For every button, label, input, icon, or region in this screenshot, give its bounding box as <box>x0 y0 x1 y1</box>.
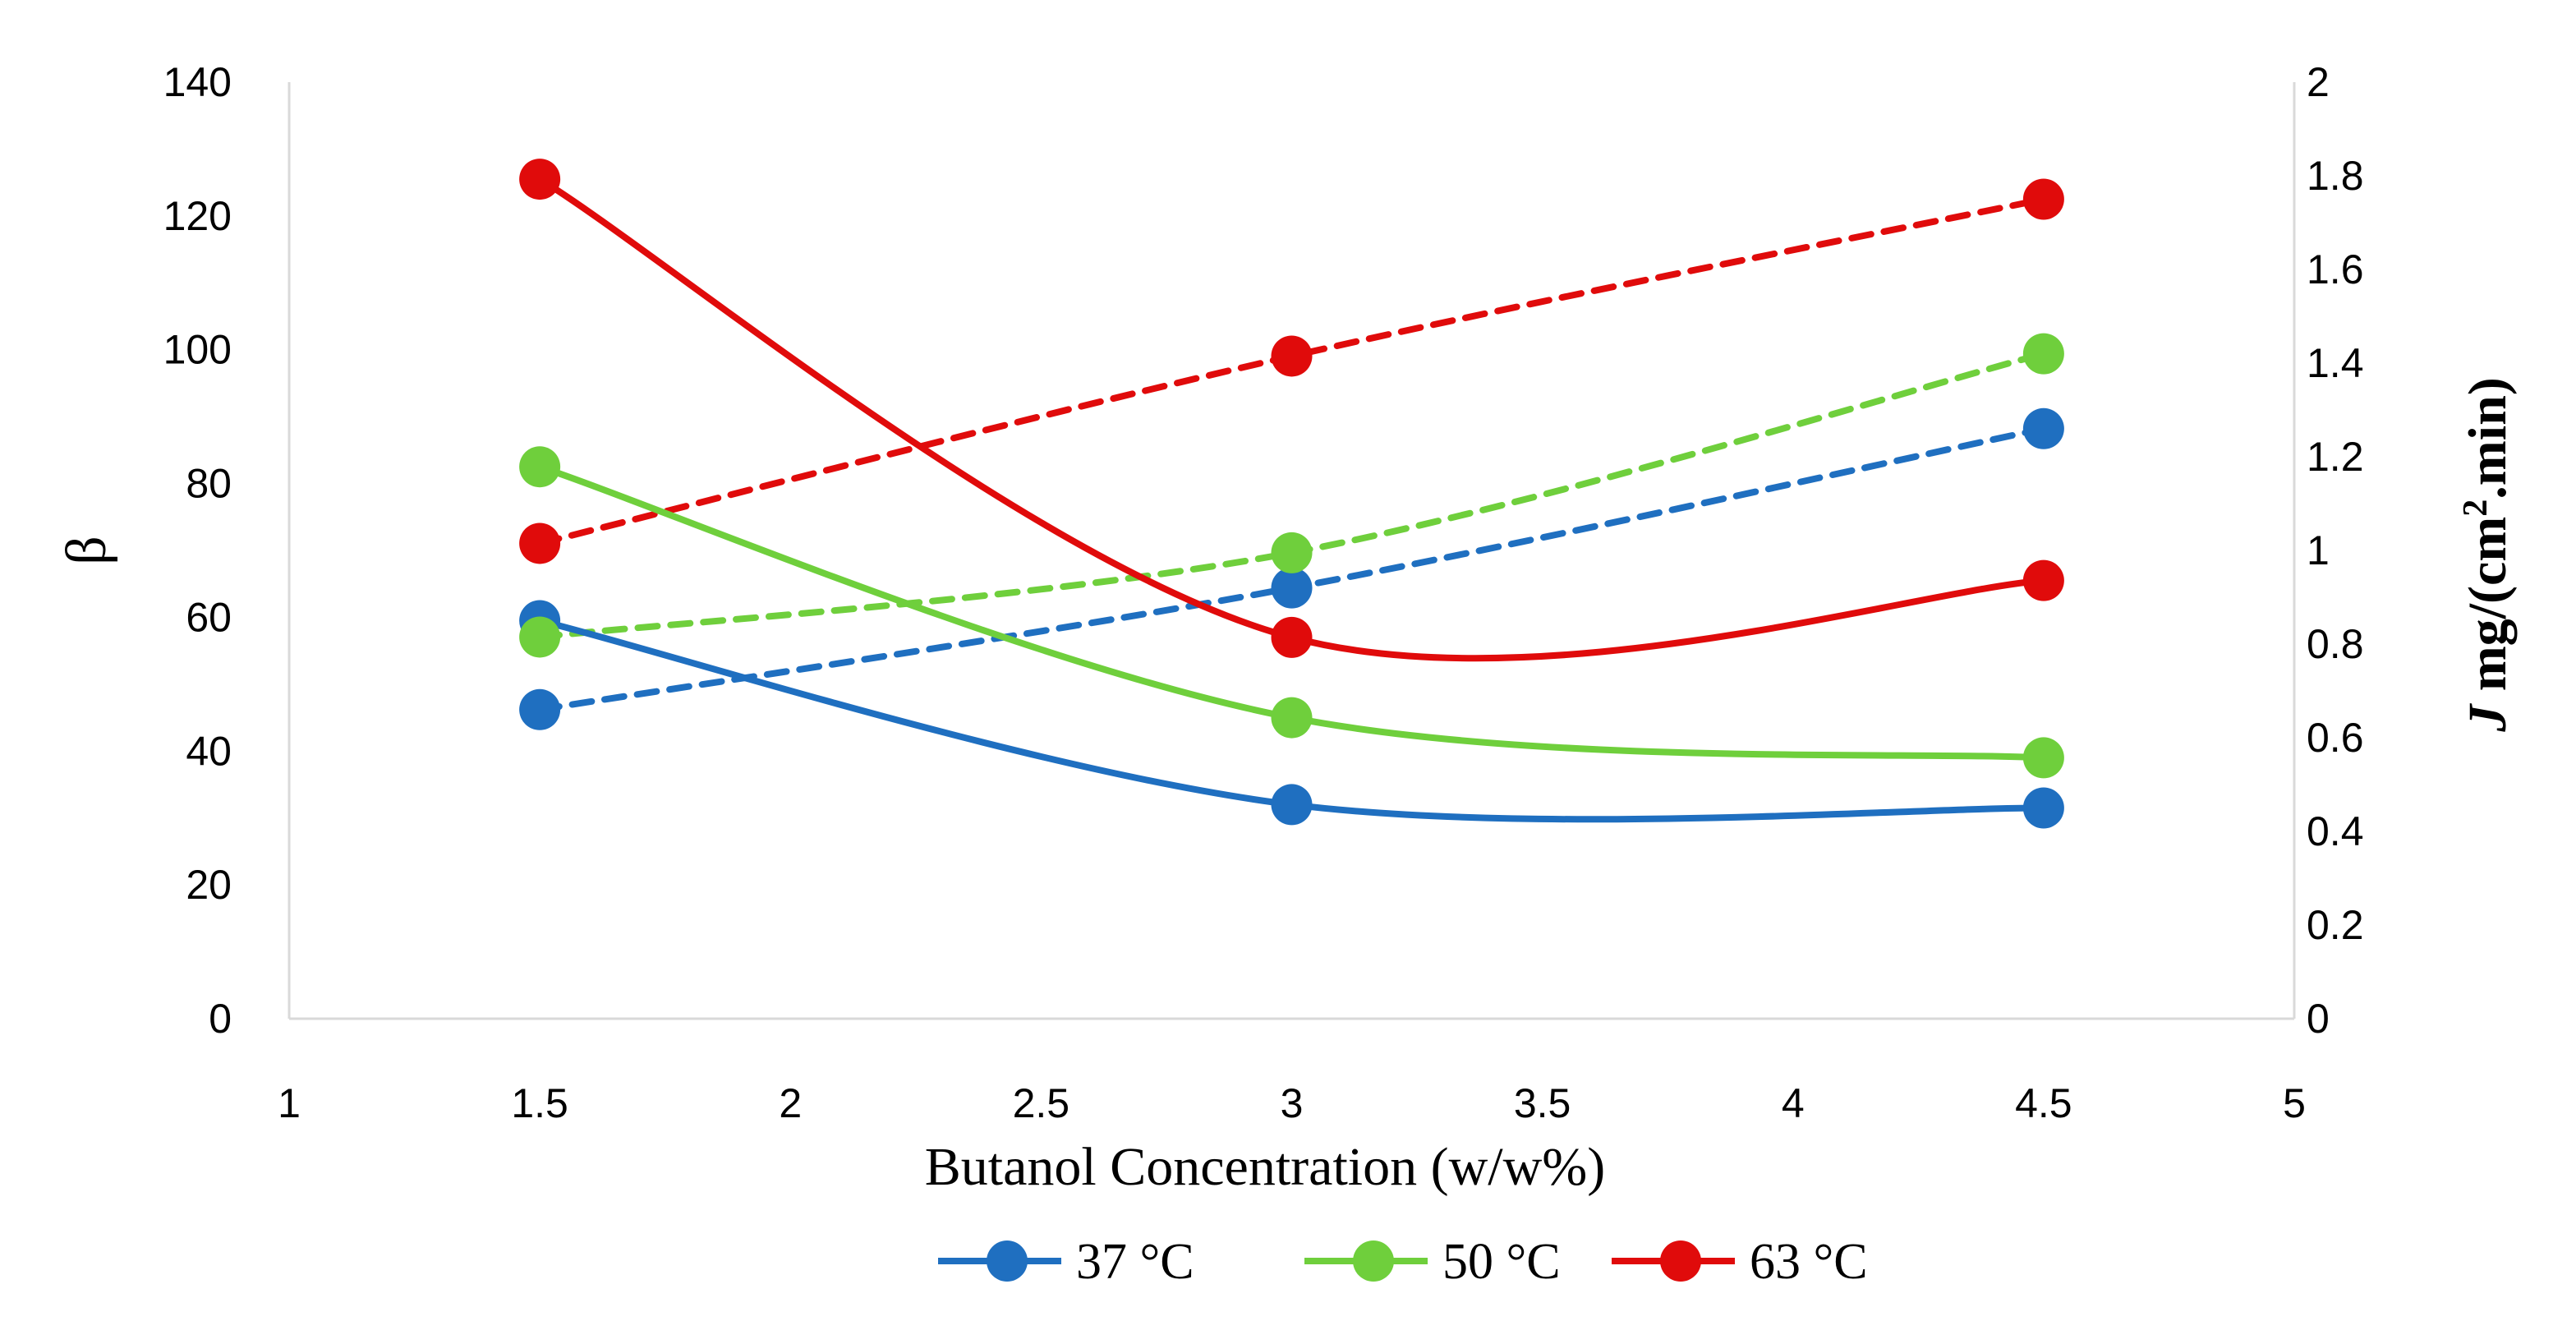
data-point-50-c-j <box>2022 333 2064 375</box>
y-axis-title: β <box>55 536 118 565</box>
x-tick-label: 4 <box>1782 1080 1805 1126</box>
x-tick-labels: 1 1.5 2 2.5 3 3.5 4 4.5 5 <box>278 1080 2306 1126</box>
y2-axis-unit-superscript: 2 <box>2457 499 2495 517</box>
x-axis-title: Butanol Concentration (w/w%) <box>925 1137 1605 1197</box>
y-tick-label: 80 <box>186 461 232 507</box>
y-tick-labels: 0 20 40 60 80 100 120 140 <box>163 59 232 1042</box>
data-point-63-c-j <box>1271 335 1313 377</box>
y-tick-label: 40 <box>186 728 232 774</box>
data-point-37-c-j <box>519 688 561 730</box>
data-point-37-c <box>2022 787 2064 829</box>
x-tick-label: 2.5 <box>1013 1080 1070 1126</box>
x-tick-label: 3.5 <box>1514 1080 1571 1126</box>
x-tick-label: 2 <box>779 1080 802 1126</box>
data-point-63-c <box>519 159 561 200</box>
y2-axis-symbol: J <box>2458 703 2518 733</box>
legend-label-37-c: 37 °C <box>1076 1234 1194 1290</box>
data-point-50-c-j <box>1271 532 1313 573</box>
data-point-63-c <box>2022 559 2064 601</box>
y2-tick-label: 1.8 <box>2307 153 2364 199</box>
y2-tick-label: 2 <box>2307 59 2330 105</box>
y-tick-label: 100 <box>163 327 232 373</box>
x-tick-label: 5 <box>2283 1080 2306 1126</box>
y2-tick-label: 1.2 <box>2307 434 2364 480</box>
data-point-50-c-j <box>519 616 561 658</box>
y-tick-label: 140 <box>163 59 232 105</box>
data-point-37-c-j <box>2022 407 2064 449</box>
data-point-37-c <box>1271 784 1313 826</box>
data-point-63-c-j <box>519 522 561 564</box>
y-tick-label: 20 <box>186 862 232 908</box>
y2-tick-label: 0.2 <box>2307 902 2364 948</box>
y-tick-label: 120 <box>163 193 232 239</box>
y-tick-label: 0 <box>209 996 232 1042</box>
x-tick-label: 1.5 <box>511 1080 568 1126</box>
y2-tick-label: 0.8 <box>2307 621 2364 667</box>
y2-tick-label: 1.4 <box>2307 340 2364 386</box>
y2-tick-label: 0 <box>2307 996 2330 1042</box>
data-point-63-c <box>1271 616 1313 658</box>
y2-tick-label: 1.6 <box>2307 246 2364 292</box>
y-tick-label: 60 <box>186 594 232 640</box>
data-point-63-c-j <box>2022 178 2064 220</box>
data-point-37-c-j <box>1271 567 1313 609</box>
x-tick-label: 1 <box>278 1080 301 1126</box>
data-point-50-c <box>2022 737 2064 779</box>
legend-marker-63-c <box>1660 1240 1701 1282</box>
series-points <box>519 159 2064 829</box>
legend-label-63-c: 63 °C <box>1750 1234 1868 1290</box>
data-point-50-c <box>519 446 561 488</box>
y2-axis-unit-suffix: .min) <box>2458 377 2518 499</box>
data-point-50-c <box>1271 697 1313 739</box>
legend-marker-50-c <box>1353 1240 1394 1282</box>
y2-axis-unit-prefix: mg/(cm <box>2458 517 2518 705</box>
y2-tick-labels: 0 0.2 0.4 0.6 0.8 1 1.2 1.4 1.6 1.8 2 <box>2307 59 2364 1042</box>
y2-axis-title: J mg/(cm2.min) <box>2457 377 2518 733</box>
y2-tick-label: 1 <box>2307 527 2330 573</box>
x-tick-label: 3 <box>1281 1080 1304 1126</box>
legend-label-50-c: 50 °C <box>1442 1234 1561 1290</box>
x-tick-label: 4.5 <box>2015 1080 2072 1126</box>
legend: 37 °C 50 °C 63 °C <box>938 1234 1868 1290</box>
y2-tick-label: 0.6 <box>2307 715 2364 761</box>
y2-tick-label: 0.4 <box>2307 808 2364 854</box>
axes <box>288 82 2296 1020</box>
legend-marker-37-c <box>987 1240 1028 1282</box>
